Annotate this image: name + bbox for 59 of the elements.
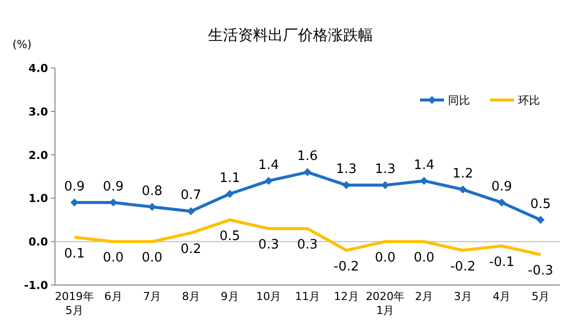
data-label: 0.2 [180, 242, 202, 257]
title: 生活资料出厂价格涨跌幅 [208, 26, 373, 44]
y-tick-label: -1.0 [24, 279, 48, 292]
x-tick-label: 6月 [104, 290, 122, 303]
x-tick-label: 2020年 1月 [366, 290, 405, 317]
point [342, 181, 350, 190]
legend-label: 同比 [448, 94, 470, 107]
data-label: 0.3 [297, 238, 318, 253]
point [536, 216, 545, 224]
data-label: 1.4 [414, 158, 434, 173]
y-tick-label: 4.0 [28, 62, 48, 75]
point [186, 207, 195, 216]
data-label: 1.1 [219, 170, 240, 186]
data-label: 0.5 [219, 228, 240, 244]
y-tick-label: 3.0 [28, 105, 48, 118]
data-label: 0.5 [530, 196, 551, 212]
y-tick-label: 0.0 [28, 236, 48, 249]
x-tick-label: 4月 [492, 290, 511, 303]
point [498, 198, 506, 207]
data-label: 1.6 [297, 149, 318, 164]
x-tick-label: 12月 [334, 290, 359, 303]
y-tick-label: 2.0 [28, 148, 48, 162]
x-tick-label: 2019年 5月 [54, 290, 94, 317]
data-label: 0.9 [491, 180, 512, 195]
data-label: 0.0 [374, 250, 396, 266]
x-tick-label: 3月 [454, 290, 472, 303]
data-label: 0.0 [142, 250, 162, 266]
point [226, 190, 234, 198]
data-label: 0.3 [258, 238, 279, 253]
y-tick-label: 1.0 [28, 192, 48, 206]
x-tick-label: 8月 [182, 290, 200, 303]
data-label: -0.3 [528, 264, 554, 279]
data-label: -0.1 [489, 254, 514, 270]
x-tick-label: 10月 [256, 290, 282, 303]
data-label: 0.9 [102, 180, 124, 195]
data-label: 0.7 [180, 188, 202, 204]
point [264, 176, 273, 185]
data-label: -0.2 [450, 259, 476, 274]
x-tick-label: 9月 [220, 290, 239, 303]
data-label: 1.3 [374, 162, 396, 178]
data-label: -0.2 [334, 259, 360, 274]
point [148, 202, 156, 211]
data-label: 1.2 [452, 166, 474, 182]
point [304, 168, 312, 176]
legend-label: 环比 [518, 94, 540, 107]
data-label: 0.9 [64, 180, 85, 195]
data-label: 0.0 [414, 250, 434, 266]
point [420, 176, 428, 185]
x-tick-label: 7月 [143, 290, 162, 303]
data-label: 0.8 [142, 184, 162, 199]
point [458, 186, 467, 194]
data-label: 0.1 [64, 246, 85, 262]
x-tick-label: 2月 [415, 290, 434, 303]
data-label: 1.4 [258, 158, 279, 173]
x-tick-label: 11月 [295, 290, 320, 303]
data-label: 1.3 [336, 162, 357, 178]
data-label: 0.0 [102, 250, 124, 266]
x-tick-label: 5月 [532, 290, 550, 303]
y-axis-title: (%) [12, 38, 32, 51]
